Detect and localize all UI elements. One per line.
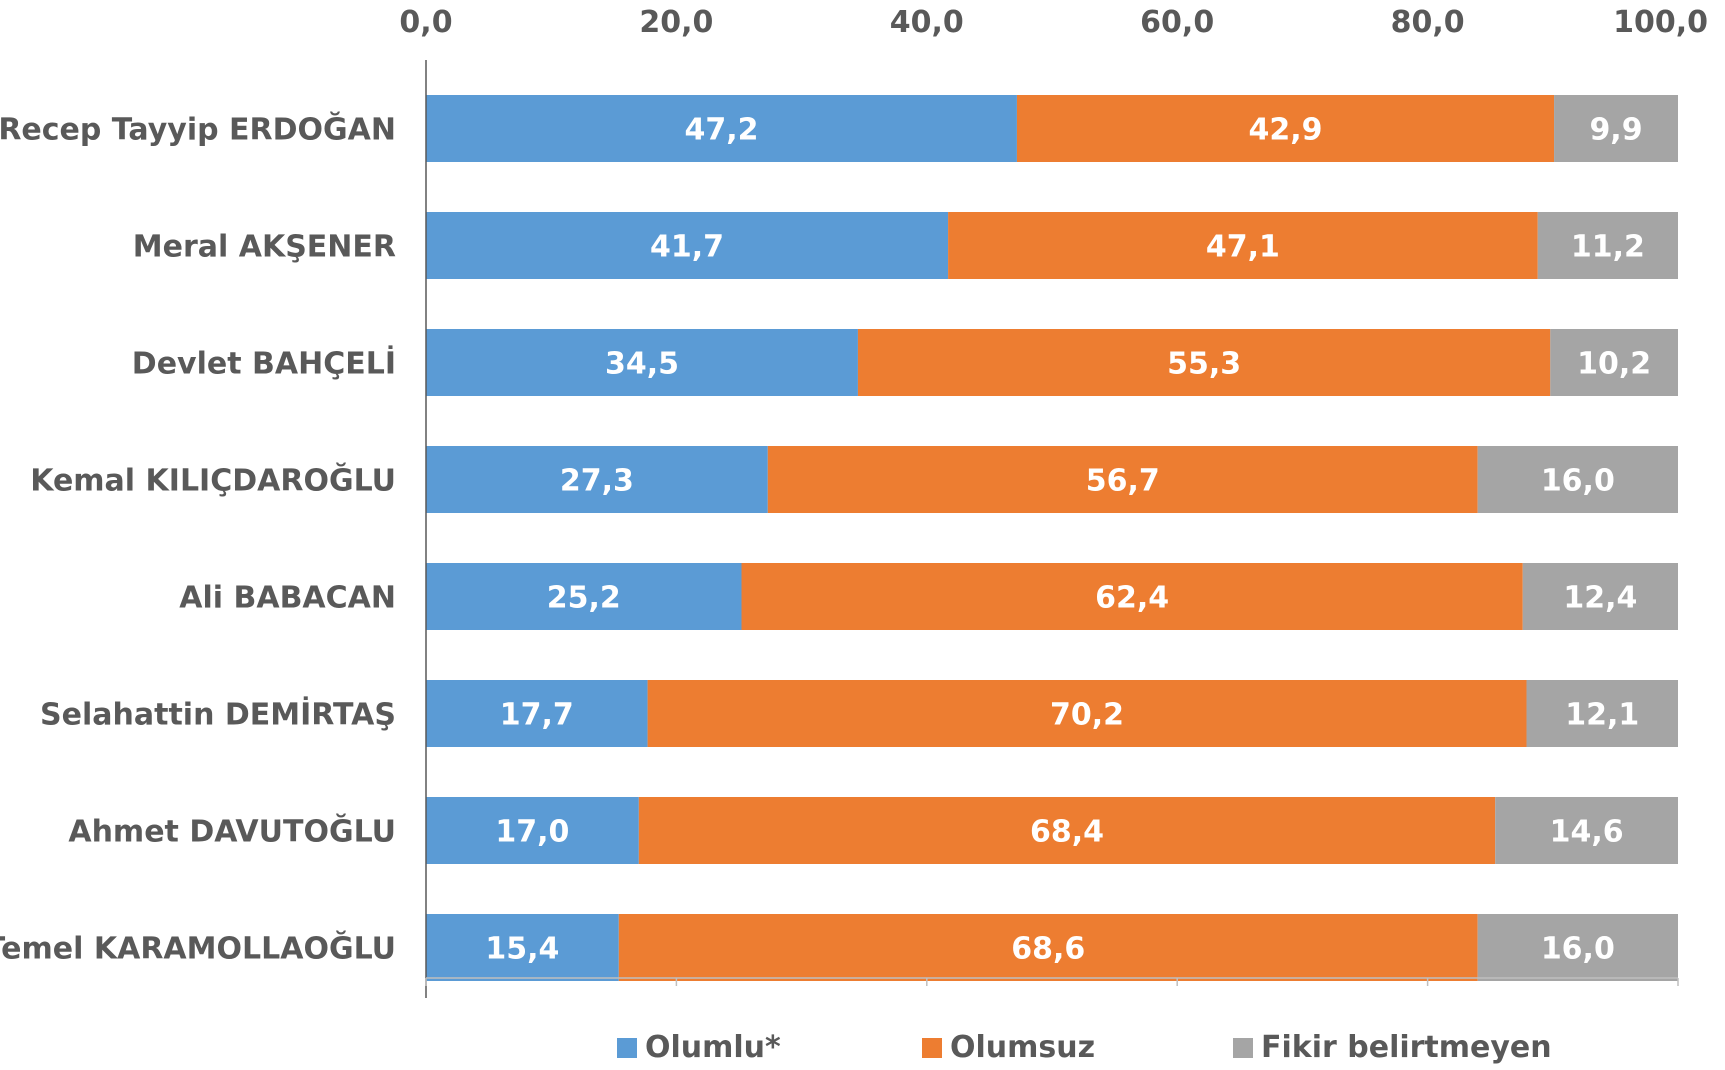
legend-item-olumsuz: Olumsuz [922, 1030, 1095, 1065]
data-label-olumsuz-2: 47,1 [1206, 230, 1280, 265]
data-label-fikir-belirtmeyen-4: 16,0 [1541, 464, 1615, 499]
x-tick-label-4: 60,0 [1140, 5, 1214, 40]
data-label-olumlu-1: 47,2 [684, 113, 758, 148]
data-label-olumlu-7: 17,0 [495, 815, 569, 850]
bar-olumlu-4 [426, 446, 768, 513]
legend-label-olumsuz: Olumsuz [950, 1030, 1096, 1065]
bar-olumsuz-4 [767, 446, 1478, 513]
category-label-4: Kemal KILIÇDAROĞLU [30, 462, 396, 499]
data-label-olumsuz-7: 68,4 [1030, 815, 1104, 850]
bar-olumsuz-6 [647, 680, 1527, 747]
category-label-7: Ahmet DAVUTOĞLU [68, 813, 396, 850]
bar-fikir-belirtmeyen-4 [1477, 446, 1678, 513]
category-label-3: Devlet BAHÇELİ [132, 346, 396, 382]
data-label-olumlu-3: 34,5 [605, 347, 679, 382]
x-tick-label-3: 40,0 [890, 5, 964, 40]
data-label-olumlu-4: 27,3 [560, 464, 634, 499]
x-tick-label-2: 20,0 [639, 5, 713, 40]
data-label-olumsuz-3: 55,3 [1167, 347, 1241, 382]
bar-olumlu-7 [426, 797, 639, 864]
legend-label-fikir-belirtmeyen: Fikir belirtmeyen [1261, 1030, 1552, 1065]
stacked-bar-chart: 47,2 42,9 9,9 Recep Tayyip ERDOĞAN 41,7 47,1 1… [0, 5, 1708, 998]
legend-swatch-fikir-belirtmeyen [1233, 1037, 1253, 1058]
data-label-olumlu-5: 25,2 [547, 581, 621, 616]
bar-fikir-belirtmeyen-1 [1554, 95, 1678, 162]
bar-olumsuz-2 [948, 212, 1538, 279]
legend-label-olumlu: Olumlu* [645, 1030, 781, 1065]
category-label-1: Recep Tayyip ERDOĞAN [0, 111, 396, 148]
bar-olumsuz-1 [1016, 95, 1555, 162]
data-label-olumsuz-8: 68,6 [1011, 932, 1085, 967]
data-label-olumsuz-1: 42,9 [1248, 113, 1322, 148]
labels-layer: 47,2 42,9 9,9 Recep Tayyip ERDOĞAN 41,7 47,1 1… [0, 5, 1708, 967]
data-label-fikir-belirtmeyen-7: 14,6 [1550, 815, 1624, 850]
axes-layer [425, 60, 1679, 998]
data-label-olumlu-8: 15,4 [485, 932, 559, 967]
bar-fikir-belirtmeyen-2 [1537, 212, 1678, 279]
data-label-fikir-belirtmeyen-3: 10,2 [1577, 347, 1651, 382]
data-label-olumsuz-6: 70,2 [1050, 698, 1124, 733]
bar-fikir-belirtmeyen-8 [1477, 914, 1678, 981]
data-label-fikir-belirtmeyen-5: 12,4 [1563, 581, 1637, 616]
legend-swatch-olumsuz [922, 1037, 942, 1058]
data-label-fikir-belirtmeyen-1: 9,9 [1589, 113, 1642, 148]
legend: Olumlu* Olumsuz Fikir belirtmeyen [0, 1030, 1725, 1070]
bar-olumlu-3 [426, 329, 858, 396]
x-tick-label-1: 0,0 [399, 5, 452, 40]
x-tick-label-5: 80,0 [1391, 5, 1465, 40]
data-label-olumlu-6: 17,7 [500, 698, 574, 733]
bars-layer [426, 95, 1678, 981]
bar-fikir-belirtmeyen-5 [1522, 563, 1678, 630]
legend-swatch-olumlu [617, 1037, 637, 1058]
data-label-olumsuz-4: 56,7 [1086, 464, 1160, 499]
bar-olumlu-1 [426, 95, 1017, 162]
bar-olumsuz-8 [618, 914, 1478, 981]
category-label-5: Ali BABACAN [179, 581, 396, 616]
data-label-fikir-belirtmeyen-8: 16,0 [1541, 932, 1615, 967]
bar-olumsuz-7 [638, 797, 1496, 864]
category-label-8: Temel KARAMOLLAOĞLU [0, 930, 396, 967]
bar-fikir-belirtmeyen-3 [1550, 329, 1678, 396]
category-label-2: Meral AKŞENER [133, 230, 396, 265]
bar-fikir-belirtmeyen-6 [1526, 680, 1678, 747]
bar-olumsuz-5 [741, 563, 1523, 630]
bar-olumlu-8 [426, 914, 619, 981]
x-tick-label-6: 100,0 [1613, 5, 1708, 40]
legend-item-fikir-belirtmeyen: Fikir belirtmeyen [1233, 1030, 1552, 1065]
bar-olumlu-5 [426, 563, 742, 630]
data-label-olumlu-2: 41,7 [650, 230, 724, 265]
data-label-olumsuz-5: 62,4 [1095, 581, 1169, 616]
legend-item-olumlu: Olumlu* [617, 1030, 781, 1065]
data-label-fikir-belirtmeyen-2: 11,2 [1571, 230, 1645, 265]
bar-olumlu-6 [426, 680, 648, 747]
bar-olumsuz-3 [857, 329, 1551, 396]
data-label-fikir-belirtmeyen-6: 12,1 [1565, 698, 1639, 733]
category-label-6: Selahattin DEMİRTAŞ [40, 697, 396, 733]
bar-olumlu-2 [426, 212, 949, 279]
bar-fikir-belirtmeyen-7 [1495, 797, 1678, 864]
